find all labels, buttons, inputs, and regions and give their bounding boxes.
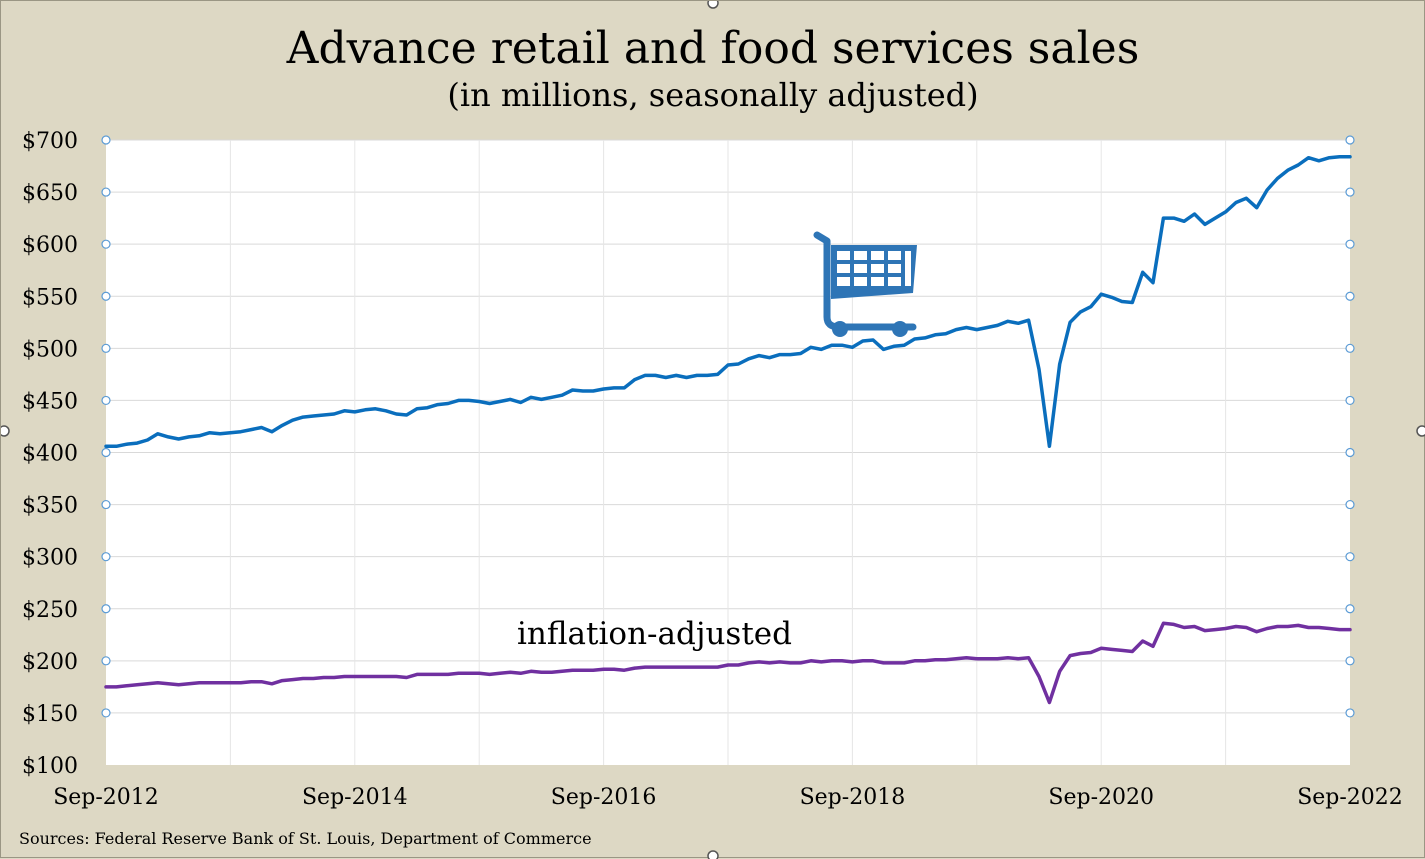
y-tick-label: $400 — [22, 442, 78, 467]
x-tick-label: Sep-2020 — [1048, 785, 1154, 810]
right-axis-marker — [1345, 604, 1355, 614]
y-tick-label: $500 — [22, 337, 78, 362]
left-axis-marker — [101, 552, 111, 562]
left-axis-marker — [101, 447, 111, 458]
x-tick-label: Sep-2022 — [1297, 785, 1403, 810]
x-tick-label: Sep-2014 — [302, 785, 408, 810]
left-axis-marker — [101, 343, 111, 353]
resize-handle-right[interactable] — [1416, 425, 1425, 437]
left-axis-marker — [101, 135, 111, 145]
left-axis-marker — [101, 187, 111, 197]
right-axis-marker — [1345, 239, 1355, 249]
resize-handle-bottom[interactable] — [707, 850, 719, 859]
right-axis-marker — [1345, 447, 1355, 458]
y-tick-label: $650 — [22, 181, 78, 206]
y-tick-label: $550 — [22, 285, 78, 310]
y-axis: $100 $150 $200 $250 $300 $350 $400 $450 $500 $550… — [22, 129, 78, 779]
grid-lines — [106, 139, 1350, 765]
right-axis-marker — [1345, 499, 1355, 510]
nominal-sales-line — [104, 154, 1352, 449]
left-axis-marker — [101, 656, 111, 666]
x-axis: Sep-2012 Sep-2014 Sep-2016 Sep-2018 Sep-2020… — [53, 785, 1403, 810]
right-axis-marker — [1345, 291, 1355, 301]
right-axis-marker — [1345, 187, 1355, 197]
left-axis-marker — [101, 499, 111, 510]
y-tick-label: $300 — [22, 546, 78, 571]
y-tick-label: $150 — [22, 702, 78, 727]
right-axis-marker — [1345, 135, 1355, 145]
x-tick-label: Sep-2012 — [53, 785, 159, 810]
left-axis-marker — [101, 291, 111, 301]
right-axis-marker — [1345, 708, 1355, 718]
y-tick-label: $700 — [22, 129, 78, 154]
chart-title: Advance retail and food services sales — [286, 23, 1140, 74]
y-tick-label: $600 — [22, 233, 78, 258]
inflation-adjusted-line — [104, 621, 1352, 705]
right-axis-marker — [1345, 656, 1355, 666]
left-axis-marker — [101, 604, 111, 614]
y-tick-label: $450 — [22, 389, 78, 414]
right-axis-marker — [1345, 343, 1355, 353]
left-axis-marker — [101, 239, 111, 249]
left-axis-marker — [101, 395, 111, 406]
resize-handle-top[interactable] — [707, 1, 719, 9]
chart-subtitle: (in millions, seasonally adjusted) — [447, 76, 978, 114]
inflation-adjusted-label: inflation-adjusted — [517, 616, 792, 652]
source-note: Sources: Federal Reserve Bank of St. Lou… — [19, 829, 592, 848]
x-tick-label: Sep-2016 — [551, 785, 657, 810]
y-tick-label: $100 — [22, 754, 78, 779]
x-tick-label: Sep-2018 — [800, 785, 906, 810]
y-tick-label: $350 — [22, 494, 78, 519]
right-axis-marker — [1345, 395, 1355, 406]
series-layer — [104, 154, 1352, 705]
shopping-cart-icon — [813, 231, 917, 337]
left-axis-marker — [101, 708, 111, 718]
y-tick-label: $200 — [22, 650, 78, 675]
right-axis-marker — [1345, 552, 1355, 562]
resize-handle-left[interactable] — [1, 425, 10, 437]
y-tick-label: $250 — [22, 598, 78, 623]
axis-markers — [101, 135, 1355, 718]
